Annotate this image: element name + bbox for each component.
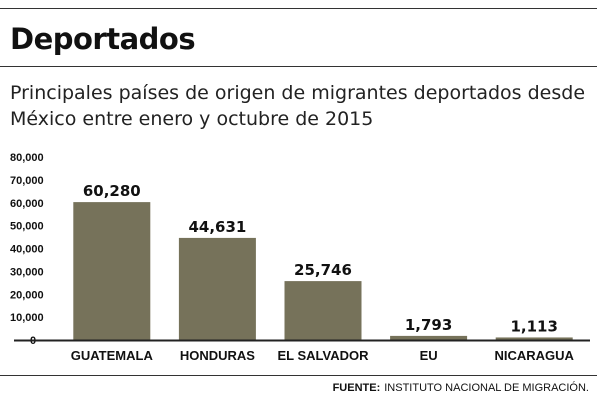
bar-el-salvador xyxy=(284,281,362,340)
data-label: 1,113 xyxy=(510,317,557,335)
y-tick-label: 10,000 xyxy=(10,312,44,324)
data-label: 60,280 xyxy=(83,182,141,200)
y-tick-label: 80,000 xyxy=(10,152,44,164)
footer-rule xyxy=(0,375,597,376)
top-rule xyxy=(0,8,597,9)
bar-eu xyxy=(390,335,468,340)
bar-guatemala xyxy=(73,202,151,340)
y-tick-label: 60,000 xyxy=(10,198,44,210)
x-tick-label: EL SALVADOR xyxy=(277,348,369,363)
source-label: FUENTE: xyxy=(332,382,381,394)
title-rule xyxy=(0,66,597,67)
chart-title: Deportados xyxy=(10,22,196,56)
bar-nicaragua xyxy=(495,337,573,340)
x-tick-label: GUATEMALA xyxy=(71,348,154,363)
source-note: FUENTE: INSTITUTO NACIONAL DE MIGRACIÓN. xyxy=(333,382,589,394)
y-tick-label: 20,000 xyxy=(10,289,44,301)
x-tick-label: EU xyxy=(420,348,438,363)
bar-honduras xyxy=(178,237,256,340)
y-tick-label: 70,000 xyxy=(10,175,44,187)
data-label: 1,793 xyxy=(405,316,452,334)
x-tick-label: HONDURAS xyxy=(180,348,255,363)
y-tick-label: 40,000 xyxy=(10,244,44,256)
bar-chart: 010,00020,00030,00040,00050,00060,00070,… xyxy=(10,152,590,363)
data-label: 44,631 xyxy=(188,218,246,236)
chart-subtitle: Principales países de origen de migrante… xyxy=(10,82,586,130)
y-tick-label: 30,000 xyxy=(10,266,44,278)
x-tick-label: NICARAGUA xyxy=(494,348,574,363)
source-text: INSTITUTO NACIONAL DE MIGRACIÓN. xyxy=(384,382,589,394)
data-label: 25,746 xyxy=(294,261,352,279)
y-tick-label: 50,000 xyxy=(10,221,44,233)
